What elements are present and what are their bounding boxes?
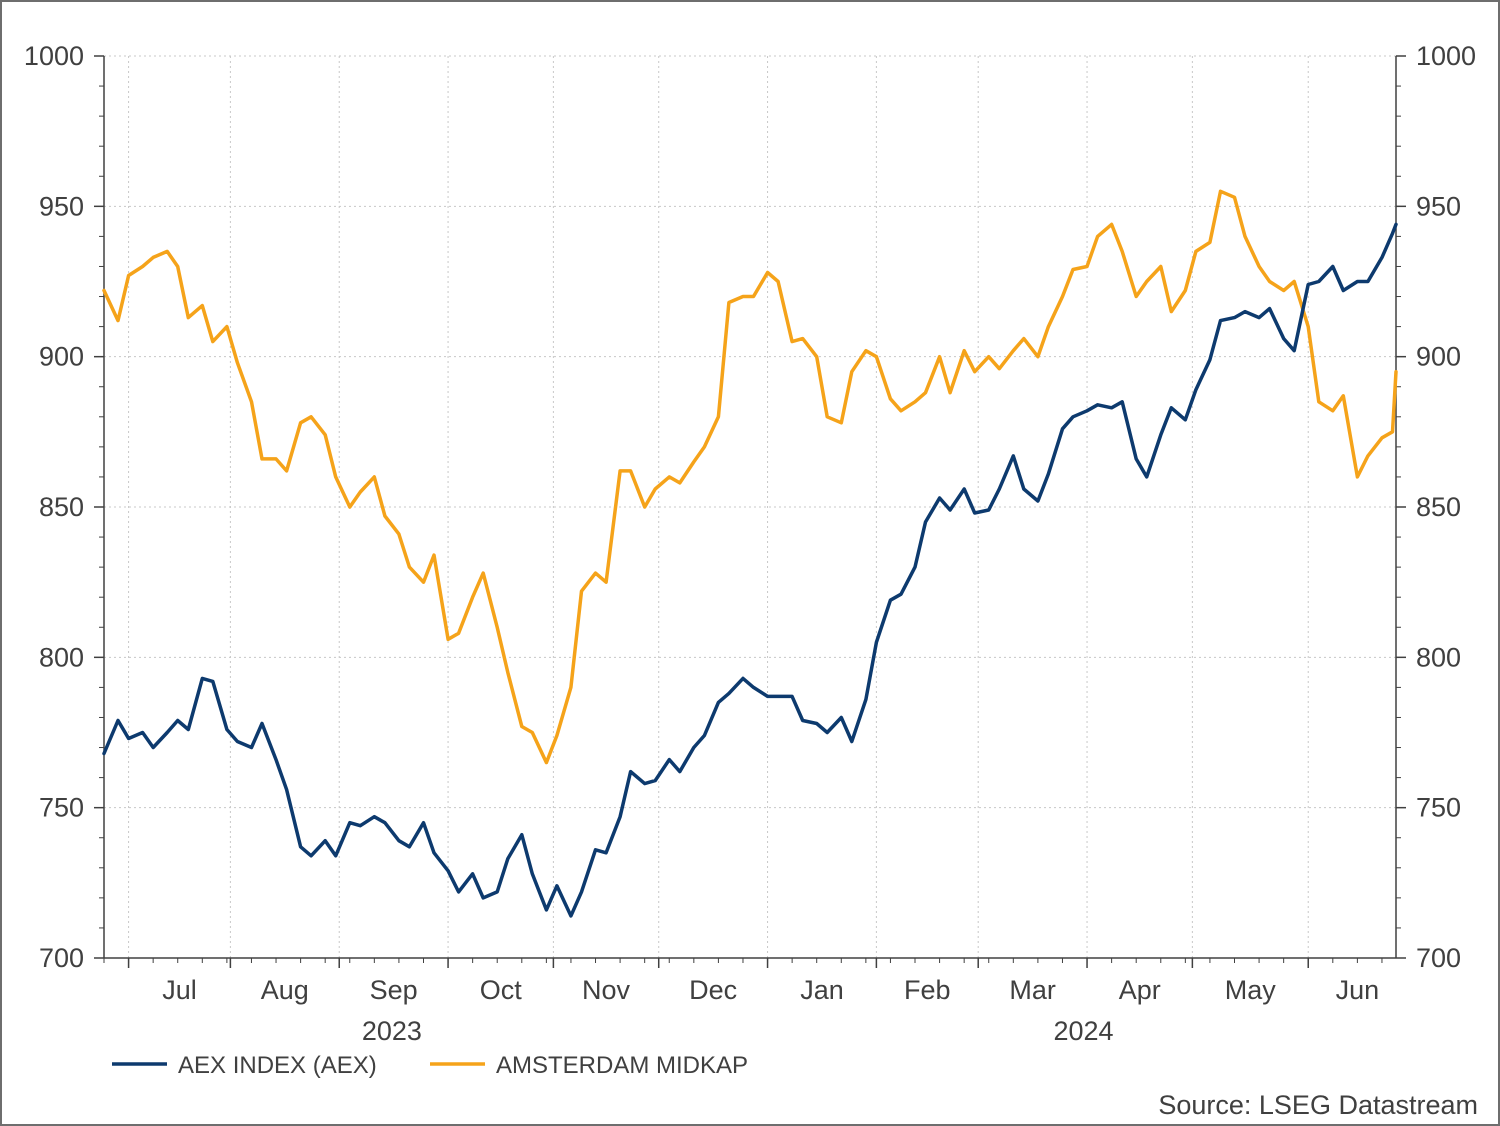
y-tick-label-left: 850 [39,492,84,522]
x-tick-label: Aug [261,975,309,1005]
year-label: 2024 [1053,1016,1113,1046]
y-tick-label-right: 1000 [1416,41,1476,71]
series-line-aex-index-aex [102,222,1398,918]
x-tick-label: Jul [162,975,197,1005]
y-tick-label-left: 750 [39,793,84,823]
y-tick-label-left: 800 [39,642,84,672]
y-tick-label-right: 900 [1416,342,1461,372]
x-tick-label: May [1225,975,1277,1005]
y-tick-label-right: 800 [1416,642,1461,672]
legend: AEX INDEX (AEX) AMSTERDAM MIDKAP [112,1052,748,1079]
legend-label: AMSTERDAM MIDKAP [496,1052,748,1079]
x-tick-label: Nov [582,975,631,1005]
x-tick-label: Jun [1336,975,1380,1005]
y-tick-label-right: 950 [1416,191,1461,221]
source-note: Source: LSEG Datastream [1158,1090,1478,1120]
x-tick-label: Jan [800,975,844,1005]
x-tick-label: Sep [370,975,418,1005]
y-tick-label-left: 900 [39,342,84,372]
legend-label: AEX INDEX (AEX) [178,1052,377,1079]
x-tick-label: Mar [1009,975,1056,1005]
grid [104,55,1396,958]
y-tick-label-right: 750 [1416,793,1461,823]
x-tick-label: Apr [1119,975,1161,1005]
x-tick-label: Feb [904,975,951,1005]
y-tick-label-right: 850 [1416,492,1461,522]
tick-labels: 700 700 750 750 800 800 850 850 900 900 950 950 1000… [24,41,1476,1046]
x-tick-label: Dec [689,975,737,1005]
year-label: 2023 [362,1016,422,1046]
y-tick-label-left: 700 [39,943,84,973]
x-tick-label: Oct [480,975,523,1005]
series-line-amsterdam-midkap [102,189,1398,765]
y-tick-label-right: 700 [1416,943,1461,973]
y-tick-label-left: 950 [39,191,84,221]
series [102,189,1398,918]
axes [94,55,1406,968]
y-tick-label-left: 1000 [24,41,84,71]
